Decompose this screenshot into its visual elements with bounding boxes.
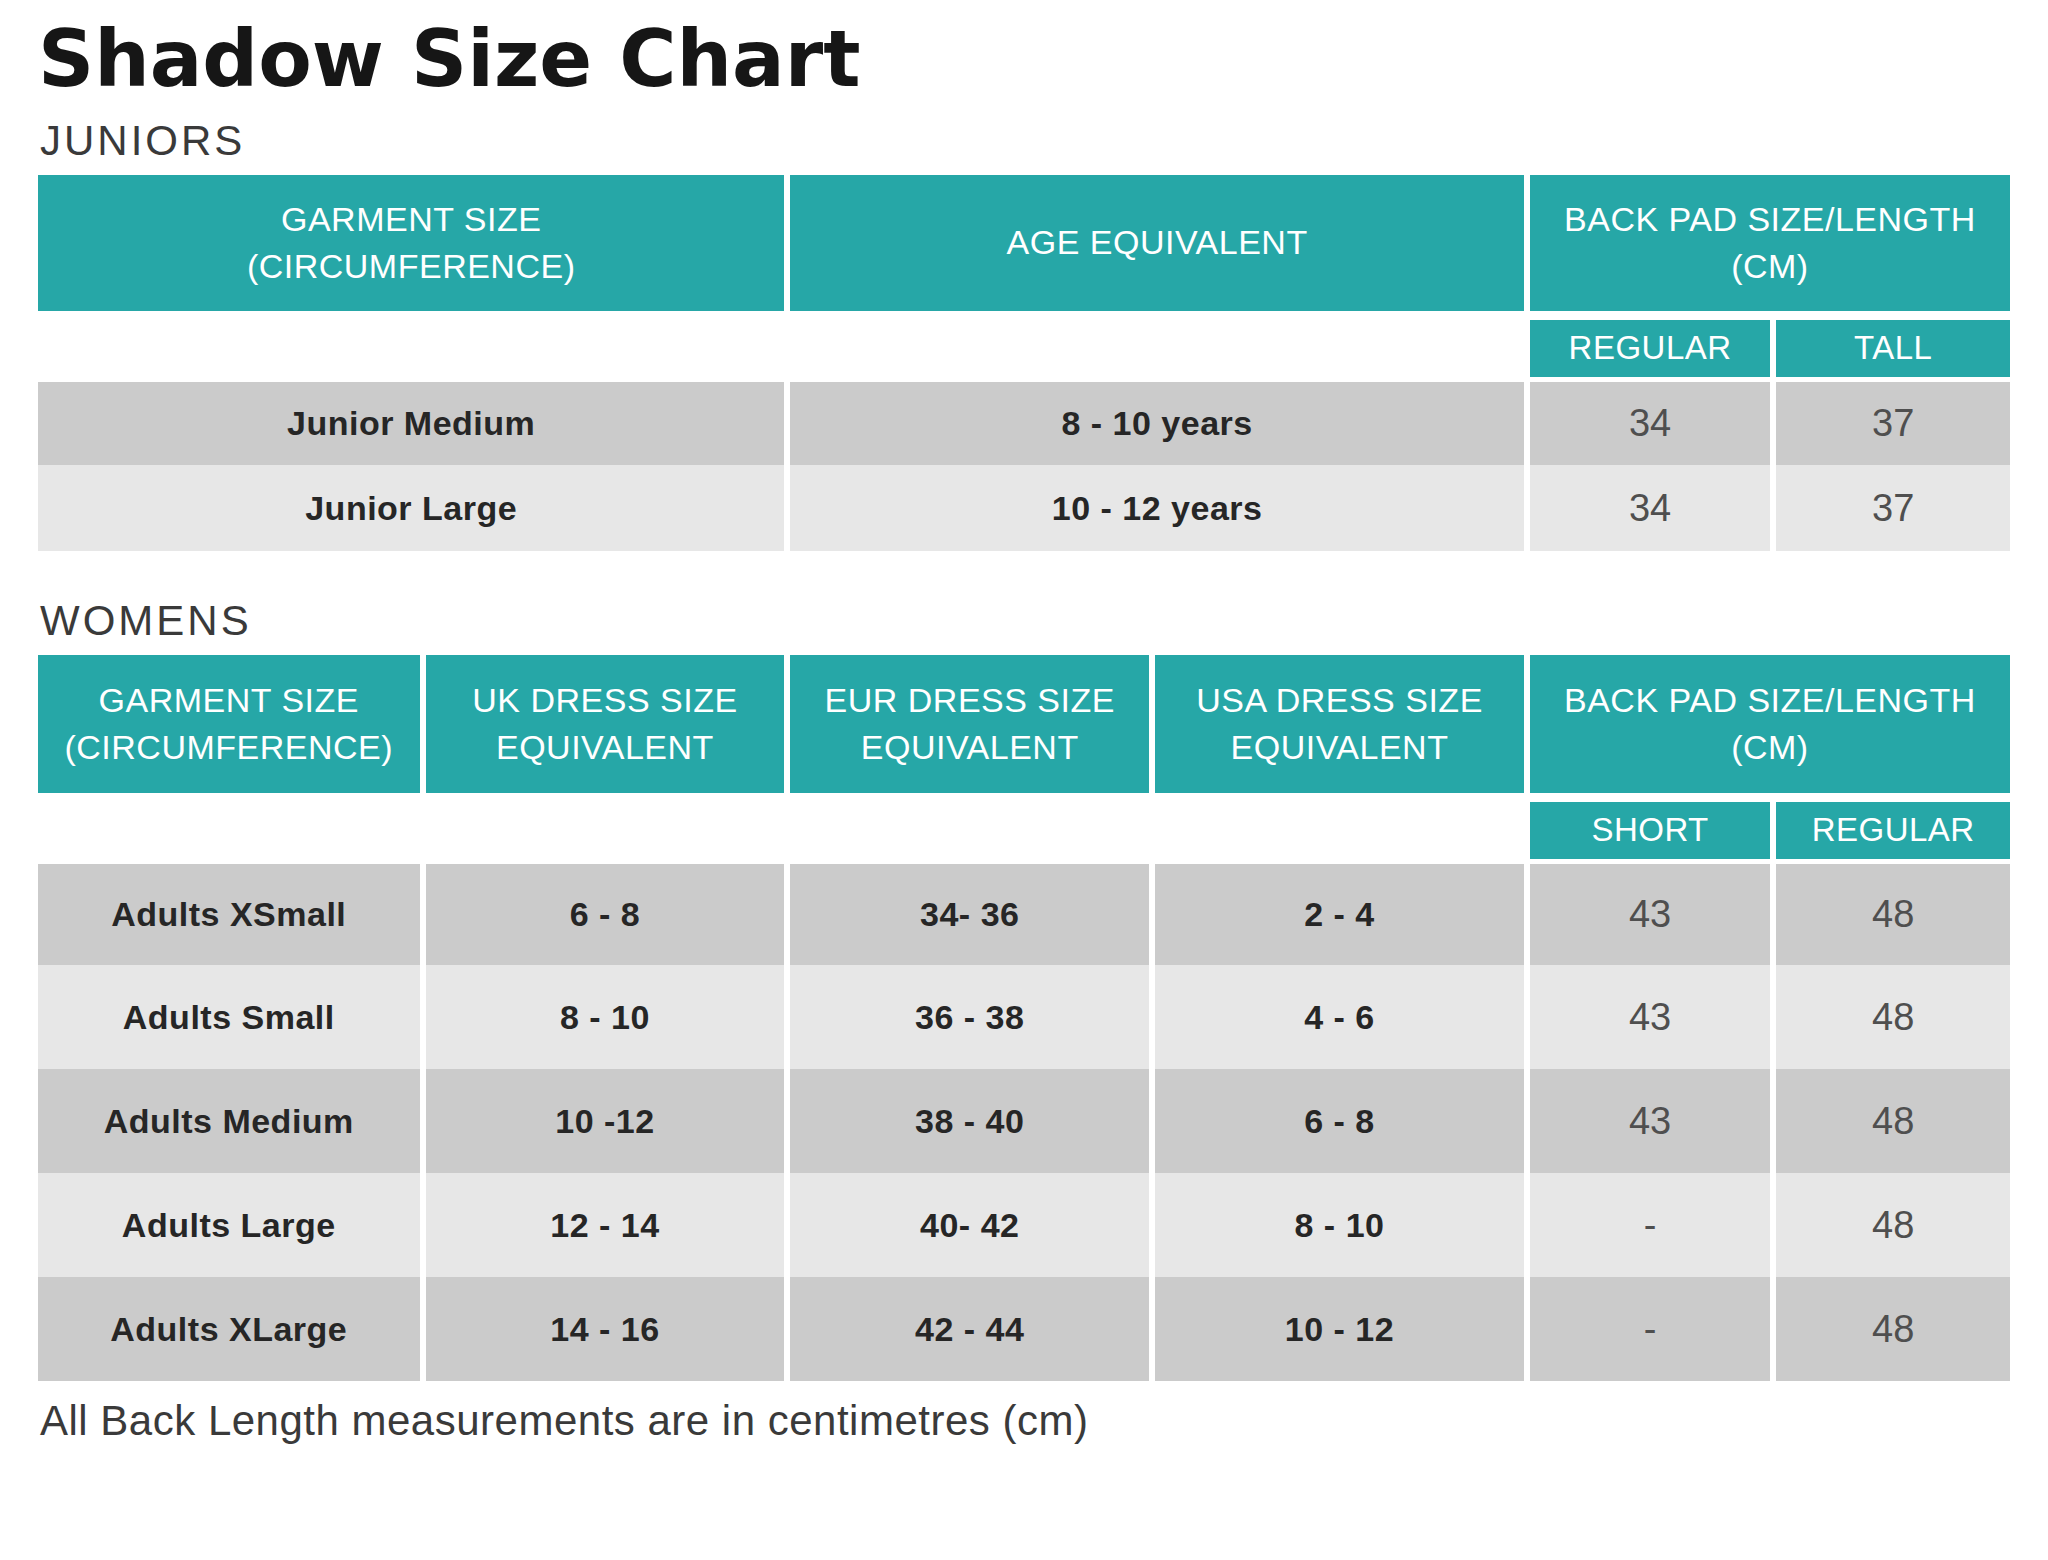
womens-subheader-short: SHORT [1527, 797, 1774, 861]
table-row: Junior Large 10 - 12 years 34 37 [38, 465, 2010, 551]
cell-backpad-regular: 48 [1773, 1277, 2010, 1381]
womens-subheader-regular: REGULAR [1773, 797, 2010, 861]
cell-usa-dress-size: 2 - 4 [1152, 861, 1527, 965]
cell-usa-dress-size: 8 - 10 [1152, 1173, 1527, 1277]
cell-backpad-regular: 34 [1527, 379, 1774, 465]
juniors-header-garment-size: GARMENT SIZE (CIRCUMFERENCE) [38, 175, 787, 315]
juniors-table: GARMENT SIZE (CIRCUMFERENCE) AGE EQUIVAL… [38, 175, 2010, 551]
juniors-subheader-row: REGULAR TALL [38, 315, 2010, 379]
cell-usa-dress-size: 4 - 6 [1152, 965, 1527, 1069]
cell-garment-size: Adults XLarge [38, 1277, 423, 1381]
cell-usa-dress-size: 10 - 12 [1152, 1277, 1527, 1381]
cell-backpad-short: 43 [1527, 965, 1774, 1069]
page-title: Shadow Size Chart [38, 16, 2010, 103]
cell-garment-size: Junior Large [38, 465, 787, 551]
womens-header-eur-dress-size: EUR DRESS SIZE EQUIVALENT [787, 655, 1152, 797]
table-row: Adults XLarge 14 - 16 42 - 44 10 - 12 - … [38, 1277, 2010, 1381]
table-row: Adults Large 12 - 14 40- 42 8 - 10 - 48 [38, 1173, 2010, 1277]
womens-header-row: GARMENT SIZE (CIRCUMFERENCE) UK DRESS SI… [38, 655, 2010, 797]
juniors-subheader-tall: TALL [1773, 315, 2010, 379]
cell-eur-dress-size: 42 - 44 [787, 1277, 1152, 1381]
juniors-header-row: GARMENT SIZE (CIRCUMFERENCE) AGE EQUIVAL… [38, 175, 2010, 315]
cell-backpad-tall: 37 [1773, 465, 2010, 551]
cell-uk-dress-size: 10 -12 [423, 1069, 788, 1173]
cell-backpad-tall: 37 [1773, 379, 2010, 465]
juniors-subheader-spacer [38, 315, 1527, 379]
cell-garment-size: Adults Small [38, 965, 423, 1069]
cell-backpad-short: 43 [1527, 861, 1774, 965]
juniors-header-age-equivalent: AGE EQUIVALENT [787, 175, 1527, 315]
womens-section-label: WOMENS [40, 597, 2010, 645]
cell-age-equivalent: 10 - 12 years [787, 465, 1527, 551]
cell-garment-size: Adults Medium [38, 1069, 423, 1173]
cell-age-equivalent: 8 - 10 years [787, 379, 1527, 465]
table-row: Adults Medium 10 -12 38 - 40 6 - 8 43 48 [38, 1069, 2010, 1173]
womens-header-garment-size: GARMENT SIZE (CIRCUMFERENCE) [38, 655, 423, 797]
size-chart-page: Shadow Size Chart JUNIORS GARMENT SIZE (… [0, 0, 2048, 1560]
cell-garment-size: Junior Medium [38, 379, 787, 465]
juniors-subheader-regular: REGULAR [1527, 315, 1774, 379]
cell-backpad-short: - [1527, 1277, 1774, 1381]
cell-uk-dress-size: 6 - 8 [423, 861, 788, 965]
womens-header-uk-dress-size: UK DRESS SIZE EQUIVALENT [423, 655, 788, 797]
table-row: Adults XSmall 6 - 8 34- 36 2 - 4 43 48 [38, 861, 2010, 965]
table-row: Junior Medium 8 - 10 years 34 37 [38, 379, 2010, 465]
womens-subheader-spacer [38, 797, 1527, 861]
cell-backpad-short: - [1527, 1173, 1774, 1277]
cell-backpad-short: 43 [1527, 1069, 1774, 1173]
juniors-header-back-pad: BACK PAD SIZE/LENGTH (CM) [1527, 175, 2010, 315]
cell-backpad-regular: 48 [1773, 861, 2010, 965]
footnote: All Back Length measurements are in cent… [40, 1397, 2010, 1445]
cell-uk-dress-size: 12 - 14 [423, 1173, 788, 1277]
womens-header-usa-dress-size: USA DRESS SIZE EQUIVALENT [1152, 655, 1527, 797]
cell-uk-dress-size: 8 - 10 [423, 965, 788, 1069]
cell-uk-dress-size: 14 - 16 [423, 1277, 788, 1381]
cell-eur-dress-size: 34- 36 [787, 861, 1152, 965]
womens-table: GARMENT SIZE (CIRCUMFERENCE) UK DRESS SI… [38, 655, 2010, 1381]
womens-header-back-pad: BACK PAD SIZE/LENGTH (CM) [1527, 655, 2010, 797]
cell-backpad-regular: 48 [1773, 965, 2010, 1069]
cell-eur-dress-size: 40- 42 [787, 1173, 1152, 1277]
cell-garment-size: Adults XSmall [38, 861, 423, 965]
cell-usa-dress-size: 6 - 8 [1152, 1069, 1527, 1173]
womens-subheader-row: SHORT REGULAR [38, 797, 2010, 861]
cell-backpad-regular: 48 [1773, 1173, 2010, 1277]
juniors-section-label: JUNIORS [40, 117, 2010, 165]
cell-eur-dress-size: 38 - 40 [787, 1069, 1152, 1173]
table-row: Adults Small 8 - 10 36 - 38 4 - 6 43 48 [38, 965, 2010, 1069]
cell-backpad-regular: 34 [1527, 465, 1774, 551]
cell-eur-dress-size: 36 - 38 [787, 965, 1152, 1069]
cell-backpad-regular: 48 [1773, 1069, 2010, 1173]
cell-garment-size: Adults Large [38, 1173, 423, 1277]
